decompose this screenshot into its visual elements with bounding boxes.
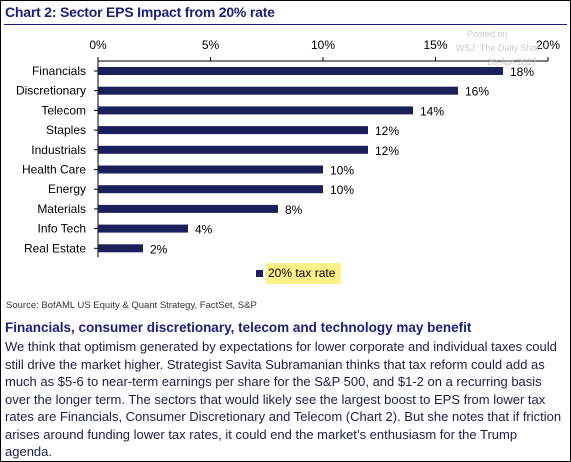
chart-title: Chart 2: Sector EPS Impact from 20% rate <box>5 4 275 20</box>
bar <box>98 244 143 253</box>
source-note: Source: BofAML US Equity & Quant Strateg… <box>6 300 257 311</box>
category-label: Materials <box>37 202 86 216</box>
bar <box>98 165 323 174</box>
x-tick-label: 0% <box>89 38 107 52</box>
watermark-line-2: WSJ: The Daily Shot <box>456 43 539 53</box>
watermark-line-1: Posted on <box>467 29 508 39</box>
data-label: 16% <box>465 85 489 99</box>
data-label: 12% <box>375 124 399 138</box>
data-label: 4% <box>195 223 213 237</box>
bar-chart: 0% 5% 10% 15% 20% Financials 18% Discretionary 1… <box>16 38 560 258</box>
category-label: Real Estate <box>24 241 86 255</box>
category-label: Staples <box>46 123 86 137</box>
category-label: Financials <box>32 64 86 78</box>
data-label: 8% <box>285 203 303 217</box>
data-label: 18% <box>510 65 534 79</box>
bar <box>98 204 278 213</box>
bar <box>98 126 368 135</box>
category-label: Telecom <box>41 103 86 117</box>
bar <box>98 67 503 75</box>
category-label: Industrials <box>31 143 86 157</box>
legend-label: 20% tax rate <box>266 263 342 284</box>
title-rule <box>4 24 567 25</box>
data-label: 12% <box>375 144 399 158</box>
x-tick-label: 15% <box>423 38 447 52</box>
bar <box>98 185 323 194</box>
chart-legend: 20% tax rate <box>256 263 342 284</box>
category-label: Energy <box>48 182 86 196</box>
x-tick-label: 10% <box>311 38 335 52</box>
legend-swatch <box>256 270 263 277</box>
data-label: 14% <box>420 104 444 118</box>
data-label: 10% <box>330 164 354 178</box>
x-tick-label: 20% <box>536 38 560 52</box>
data-label: 2% <box>150 242 168 256</box>
article-heading: Financials, consumer discretionary, tele… <box>5 320 472 335</box>
bar <box>98 145 368 154</box>
bar <box>98 86 458 95</box>
bar <box>98 106 413 115</box>
x-tick-label: 5% <box>202 38 220 52</box>
category-label: Info Tech <box>38 222 86 236</box>
bar <box>98 224 188 233</box>
watermark: Posted on WSJ: The Daily Shot 20-Apr-201… <box>456 27 566 69</box>
article-body: We think that optimism generated by expe… <box>5 339 562 459</box>
category-label: Health Care <box>22 163 86 177</box>
data-label: 10% <box>330 183 354 197</box>
category-label: Discretionary <box>16 84 86 98</box>
watermark-line-3: 20-Apr-2017 <box>487 57 538 67</box>
